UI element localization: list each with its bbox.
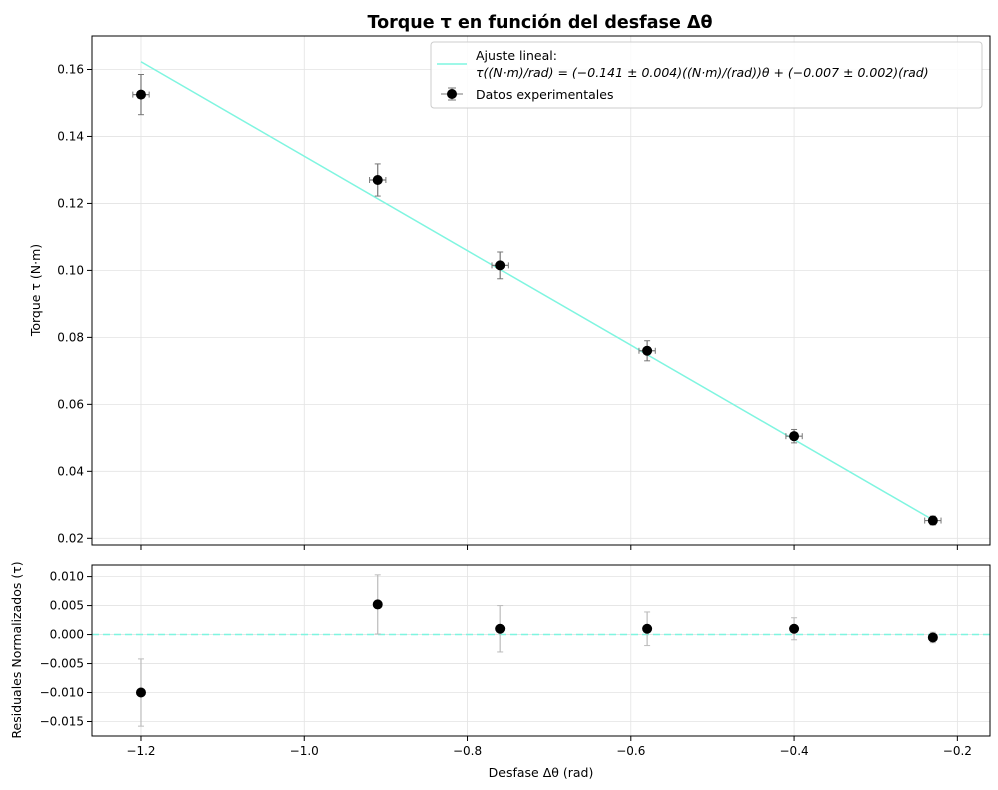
x-tick-label: −0.6 <box>616 744 645 758</box>
x-tick-label: −1.2 <box>126 744 155 758</box>
x-tick-label: −0.8 <box>453 744 482 758</box>
main-y-tick-label: 0.06 <box>57 397 84 411</box>
main-y-tick-label: 0.10 <box>57 263 84 277</box>
legend-fit-equation: τ((N·m)/rad) = (−0.141 ± 0.004)((N·m)/(r… <box>476 65 929 80</box>
main-y-tick-label: 0.08 <box>57 330 84 344</box>
legend-box <box>430 41 983 109</box>
fit-line <box>140 61 934 521</box>
data-point <box>135 89 146 100</box>
residuals-plot-panel: −0.015 −0.010 −0.005 0.000 0.005 0.010 −1.2 −1… <box>9 561 991 780</box>
main-y-tick-label: 0.14 <box>57 129 84 143</box>
legend-fit-label: Ajuste lineal: <box>476 48 557 63</box>
legend: Ajuste lineal: τ((N·m)/rad) = (−0.141 ± … <box>430 41 983 109</box>
data-point <box>927 515 938 526</box>
residuals-plot-frame <box>91 564 991 737</box>
residual-point <box>927 632 938 643</box>
x-axis-label: Desfase Δθ (rad) <box>489 765 594 780</box>
data-point <box>495 260 506 271</box>
data-point <box>789 431 800 442</box>
data-point <box>372 174 383 185</box>
x-tick-label: −0.2 <box>943 744 972 758</box>
main-y-axis-label: Torque τ (N·m) <box>28 244 43 337</box>
residuals-y-tick-label: −0.005 <box>40 657 84 671</box>
residuals-y-tick-label: 0.005 <box>50 599 84 613</box>
residual-point <box>372 599 383 610</box>
residual-point <box>135 687 146 698</box>
legend-data-label: Datos experimentales <box>476 87 613 102</box>
main-y-tick-label: 0.02 <box>57 531 84 545</box>
main-plot-frame <box>91 35 991 546</box>
main-y-tick-label: 0.12 <box>57 196 84 210</box>
chart-title: Torque τ en función del desfase Δθ <box>367 13 712 33</box>
data-point <box>642 345 653 356</box>
residuals-y-tick-label: 0.000 <box>50 628 84 642</box>
residual-point <box>642 623 653 634</box>
residuals-y-axis-label: Residuales Normalizados (τ) <box>9 561 24 738</box>
x-tick-label: −0.4 <box>780 744 809 758</box>
residual-point <box>495 623 506 634</box>
main-plot-panel: 0.02 0.04 0.06 0.08 0.10 0.12 0.14 0.16 Torque … <box>28 35 991 550</box>
residuals-y-tick-label: 0.010 <box>50 570 84 584</box>
residuals-y-tick-label: −0.010 <box>40 686 84 700</box>
main-y-tick-label: 0.16 <box>57 62 84 76</box>
legend-data-swatch <box>441 87 463 101</box>
x-tick-label: −1.0 <box>290 744 319 758</box>
residuals-y-tick-label: −0.015 <box>40 715 84 729</box>
residual-point <box>789 623 800 634</box>
main-y-tick-label: 0.04 <box>57 464 84 478</box>
